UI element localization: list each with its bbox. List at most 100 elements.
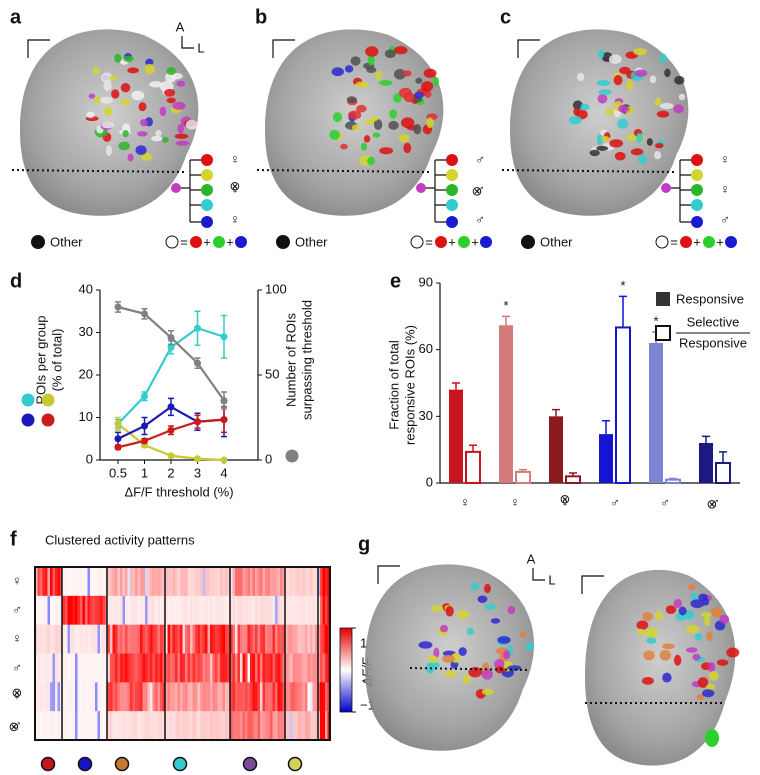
heatmap-cell (95, 567, 98, 597)
heatmap-cell (220, 567, 223, 597)
point (141, 392, 148, 400)
roi (636, 620, 649, 630)
heatmap-cell (137, 682, 141, 712)
heatmap-cell (187, 595, 191, 625)
heatmap-cell (170, 711, 173, 741)
roi (340, 143, 348, 150)
heatmap-cell (132, 711, 136, 741)
formula-plus: + (716, 234, 724, 249)
orientation-up: A (527, 551, 536, 566)
roi (159, 106, 167, 117)
point (114, 420, 122, 428)
heatmap-cell (135, 711, 138, 741)
heatmap-cell (217, 653, 221, 683)
heatmap-cell (162, 624, 166, 654)
heatmap-cell (102, 624, 106, 654)
heatmap-cell (75, 624, 78, 654)
heatmap-cell (85, 653, 88, 683)
heatmap-cell (40, 711, 43, 741)
heatmap-cell (315, 567, 318, 597)
y-tick-label: 90 (419, 274, 433, 289)
heatmap-cell (90, 567, 93, 597)
heatmap-cell (255, 624, 258, 654)
heatmap-cell (55, 682, 58, 712)
heatmap-cell (150, 711, 153, 741)
heatmap-cell (180, 595, 183, 625)
heatmap-cell (217, 624, 221, 654)
heatmap-cell (255, 595, 258, 625)
roi (398, 87, 412, 99)
heatmap-cell (175, 653, 178, 683)
point (114, 435, 122, 443)
point (141, 422, 148, 430)
roi (673, 104, 685, 114)
heatmap-cell (315, 653, 318, 683)
heatmap-cell (290, 653, 293, 683)
heatmap-cell (162, 595, 166, 625)
heatmap-cell (175, 624, 178, 654)
heatmap-cell (182, 624, 186, 654)
heatmap-cell (237, 653, 241, 683)
formula-blue (235, 236, 247, 248)
cluster-dot (114, 756, 130, 772)
roi (646, 637, 657, 644)
heatmap-cell (87, 711, 91, 741)
heatmap-cell (242, 595, 246, 625)
roi (155, 129, 162, 137)
roi (366, 66, 377, 73)
roi (150, 135, 163, 142)
heatmap-cell (257, 653, 261, 683)
heatmap-cell (52, 567, 56, 597)
heatmap-cell (275, 567, 278, 597)
roi (654, 610, 664, 621)
heatmap-cell (95, 682, 98, 712)
heatmap-cell (287, 682, 291, 712)
roi (122, 130, 129, 138)
heatmap-cell (190, 653, 193, 683)
roi (503, 650, 511, 660)
heatmap-cell (145, 653, 148, 683)
error-bar (519, 468, 527, 472)
heatmap-cell (155, 682, 158, 712)
heatmap-cell (210, 567, 213, 597)
heatmap-cell (225, 624, 228, 654)
heatmap-cell (187, 567, 191, 597)
heatmap-cell (97, 653, 101, 683)
heatmap-cell (55, 711, 58, 741)
heatmap-cell (320, 567, 323, 597)
heatmap-cell (310, 682, 313, 712)
heatmap-cell (107, 624, 111, 654)
heatmap-cell (195, 682, 198, 712)
heatmap-cell (160, 653, 163, 683)
roi (630, 148, 644, 156)
node (691, 216, 703, 228)
heatmap-cell (67, 595, 71, 625)
heatmap-cell (127, 682, 131, 712)
y-axis-label: (% of total) (49, 329, 64, 392)
heatmap-cell (170, 682, 173, 712)
legend-dot (21, 393, 35, 407)
point (114, 443, 122, 451)
formula-open (410, 235, 424, 249)
roi (642, 611, 654, 622)
roi (481, 688, 495, 696)
heatmap-cell (92, 682, 96, 712)
y-tick-label: 30 (419, 408, 433, 423)
heatmap-cell (325, 624, 328, 654)
roi (174, 133, 189, 139)
heatmap-cell (102, 595, 106, 625)
heatmap-cell (162, 682, 166, 712)
heatmap-cell (42, 682, 46, 712)
heatmap-cell (92, 595, 96, 625)
sex-symbol: ♀ (230, 211, 240, 226)
bar (449, 389, 463, 483)
heatmap-cell (57, 711, 61, 741)
row-symbol: ♂ (12, 602, 22, 617)
heatmap-cell (220, 653, 223, 683)
heatmap-cell (115, 682, 118, 712)
sex-symbol: ♀ (720, 151, 730, 166)
heatmap-cell (175, 567, 178, 597)
heatmap-cell (47, 682, 51, 712)
heatmap-cell (327, 653, 331, 683)
heatmap-cell (35, 711, 38, 741)
